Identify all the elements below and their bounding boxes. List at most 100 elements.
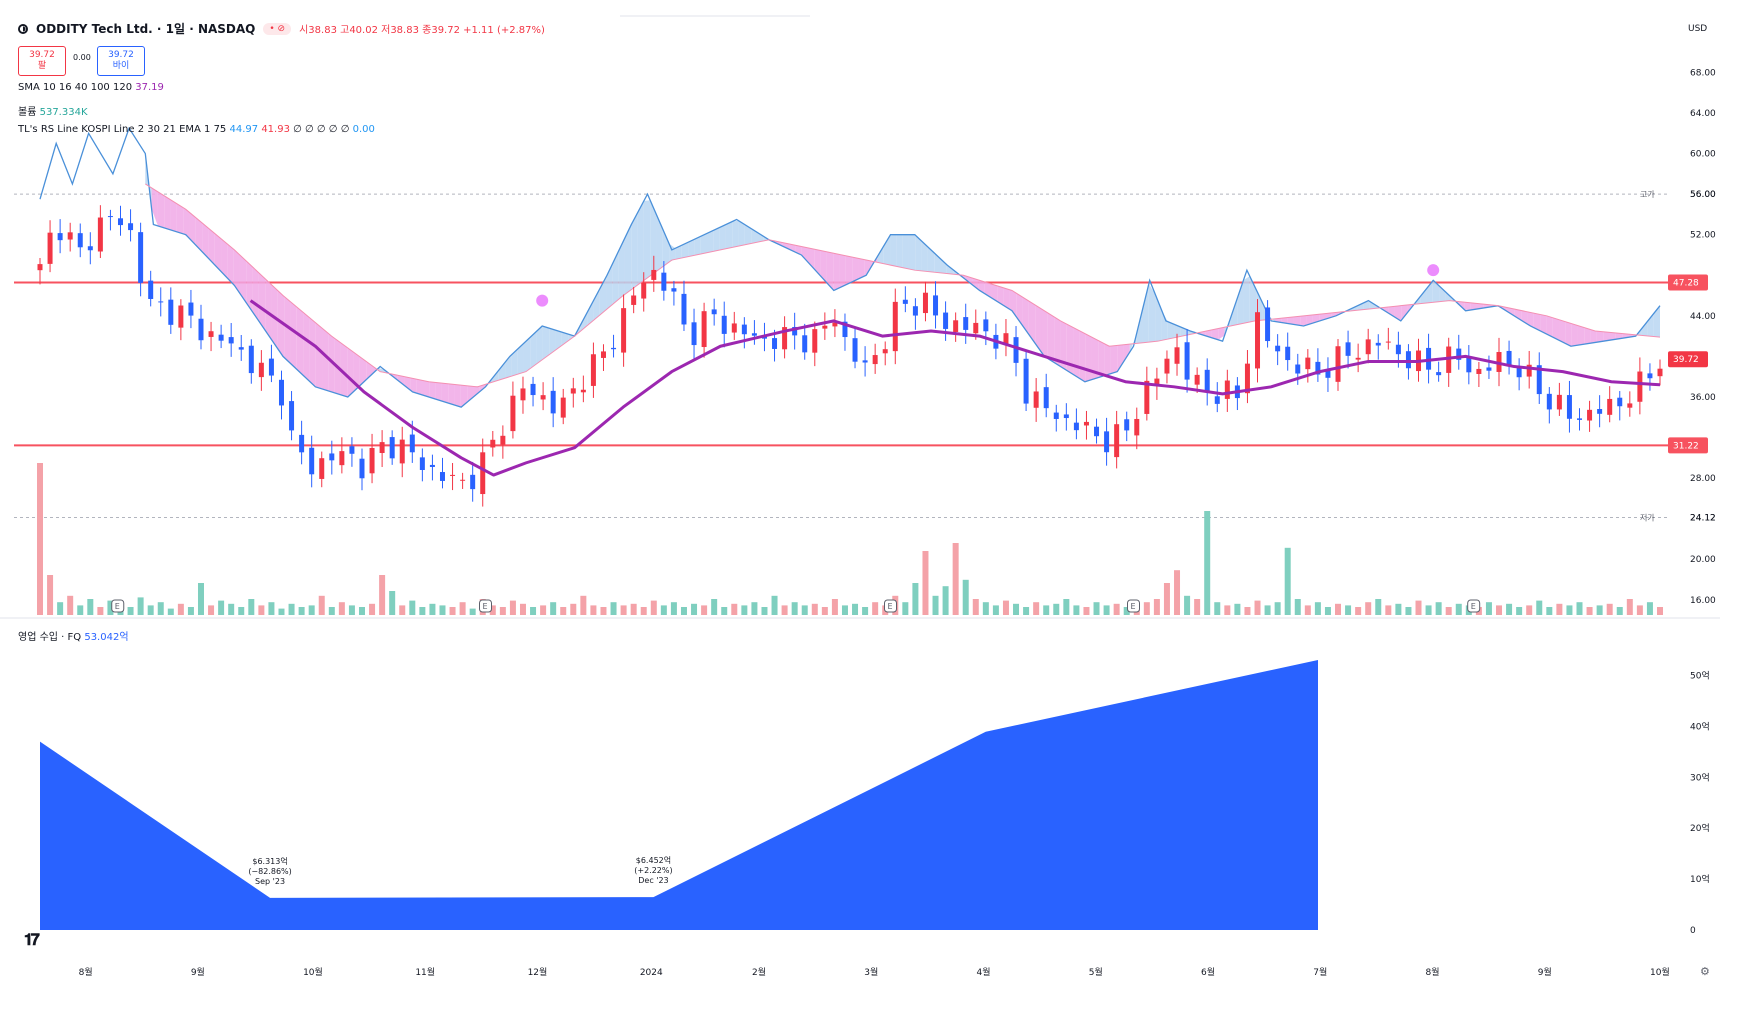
candle-body: [802, 335, 808, 353]
rs-fill-segment: [277, 290, 285, 358]
revenue-axis-tick-0: 50억: [1690, 669, 1710, 681]
rs-value-1: 44.97: [229, 124, 259, 135]
rs-fill-segment: [315, 322, 323, 389]
rs-fill-segment: [1073, 327, 1080, 379]
volume-bar: [187, 607, 194, 615]
volume-bar: [791, 602, 798, 615]
candle-body: [1104, 431, 1110, 453]
candle-body: [228, 337, 234, 344]
volume-bar: [1596, 605, 1603, 615]
moving-average-line: [249, 299, 1661, 477]
rs-fill-segment: [1035, 304, 1042, 353]
volume-bar: [1355, 607, 1362, 615]
last-price-label: 39.72: [1673, 355, 1699, 365]
volume-bar: [660, 605, 667, 615]
rs-fill-segment: [555, 330, 562, 351]
revenue-annotation-0-0: $6.313억: [252, 856, 287, 866]
rs-fill-segment: [170, 199, 177, 232]
candle-body: [1587, 409, 1593, 421]
rs-fill-segment: [587, 300, 594, 326]
tradingview-logo-icon[interactable]: 𝟏𝟕: [24, 930, 40, 949]
volume-bar: [540, 605, 547, 615]
symbol-title[interactable]: ODDITY Tech Ltd. · 1일 · NASDAQ: [36, 22, 256, 36]
rs-fill-segment: [1533, 313, 1541, 331]
volume-bar: [751, 602, 758, 615]
volume-bar: [560, 607, 567, 615]
volume-bar: [1153, 599, 1160, 615]
candle-body: [631, 295, 637, 305]
volume-bar: [761, 607, 768, 615]
rs-fill-segment: [826, 251, 834, 290]
indicator-rs-line[interactable]: TL's RS Line KOSPI Line 2 30 21 EMA 1 75…: [18, 124, 375, 135]
volume-bar: [1023, 607, 1030, 615]
rs-fill-segment: [858, 258, 865, 279]
rs-fill-segment: [410, 377, 417, 394]
volume-bar: [902, 602, 909, 615]
rs-fill-segment: [1123, 344, 1130, 362]
rs-fill-segment: [1546, 315, 1553, 338]
volume-bar: [1375, 599, 1382, 615]
volume-bar: [1586, 607, 1593, 615]
price-axis-tick-5: 44.00: [1690, 312, 1716, 322]
currency-label[interactable]: USD: [1688, 24, 1708, 34]
candle-body: [1466, 357, 1472, 373]
rs-fill-segment: [1615, 332, 1623, 340]
volume-bar: [147, 605, 154, 615]
volume-bar: [258, 605, 265, 615]
rs-fill-segment: [1420, 288, 1427, 304]
candle-body: [882, 349, 888, 354]
rs-fill-segment: [1357, 302, 1364, 311]
indicator-sma[interactable]: SMA 10 16 40 100 120 37.19: [18, 82, 164, 93]
candle-body: [1365, 339, 1371, 355]
candle-body: [1486, 367, 1492, 371]
candle-body: [359, 458, 365, 479]
volume-bar: [1556, 603, 1563, 615]
rs-fill-segment: [498, 362, 506, 381]
candle-body: [1385, 341, 1391, 343]
rs-fill-segment: [1293, 316, 1301, 326]
candle-body: [792, 326, 798, 336]
rs-fill-segment: [258, 272, 266, 331]
candle-body: [590, 354, 596, 386]
rs-fill-segment: [1281, 317, 1288, 324]
rs-fill-segment: [1388, 306, 1395, 318]
candle-body: [1607, 398, 1613, 415]
volume-bar: [1174, 570, 1181, 615]
candle-body: [731, 323, 737, 333]
rs-fill-segment: [429, 381, 436, 400]
price-axis-tick-10: 16.00: [1690, 596, 1716, 606]
rs-fill-segment: [927, 246, 935, 273]
candle-body: [1536, 365, 1542, 395]
sell-label: 팔: [37, 61, 47, 71]
candle-body: [842, 321, 848, 338]
candle-body: [943, 312, 949, 329]
candle-body: [1526, 364, 1532, 377]
revenue-panel-title[interactable]: 영업 수입 · FQ 53.042억: [18, 628, 129, 643]
rs-fill-segment: [650, 200, 657, 276]
rs-fill-segment: [1243, 276, 1250, 324]
candle-body: [1023, 358, 1029, 404]
volume-bar: [57, 602, 64, 615]
volume-bar: [1646, 602, 1653, 615]
candle-body: [751, 333, 757, 336]
candle-body: [1094, 426, 1100, 437]
volume-bar: [1083, 607, 1090, 615]
candle-body: [933, 295, 939, 316]
rs-fill-segment: [561, 332, 569, 346]
indicator-volume[interactable]: 볼륨 537.334K: [18, 103, 88, 118]
buy-button[interactable]: 39.72 바이: [97, 46, 145, 76]
rs-fill-segment: [1148, 284, 1156, 343]
volume-bar: [348, 605, 355, 615]
sell-button[interactable]: 39.72 팔: [18, 46, 66, 76]
volume-bar: [952, 543, 959, 615]
candle-body: [238, 347, 244, 350]
volume-bar: [1405, 607, 1412, 615]
candle-body: [540, 395, 546, 400]
volume-bar: [1274, 602, 1281, 615]
market-status-badge[interactable]: • ⊘: [263, 22, 292, 35]
candle-body: [1325, 370, 1331, 378]
candle-body: [1476, 368, 1482, 374]
candle-body: [389, 437, 395, 459]
event-marker-label-4: E: [1471, 602, 1476, 611]
